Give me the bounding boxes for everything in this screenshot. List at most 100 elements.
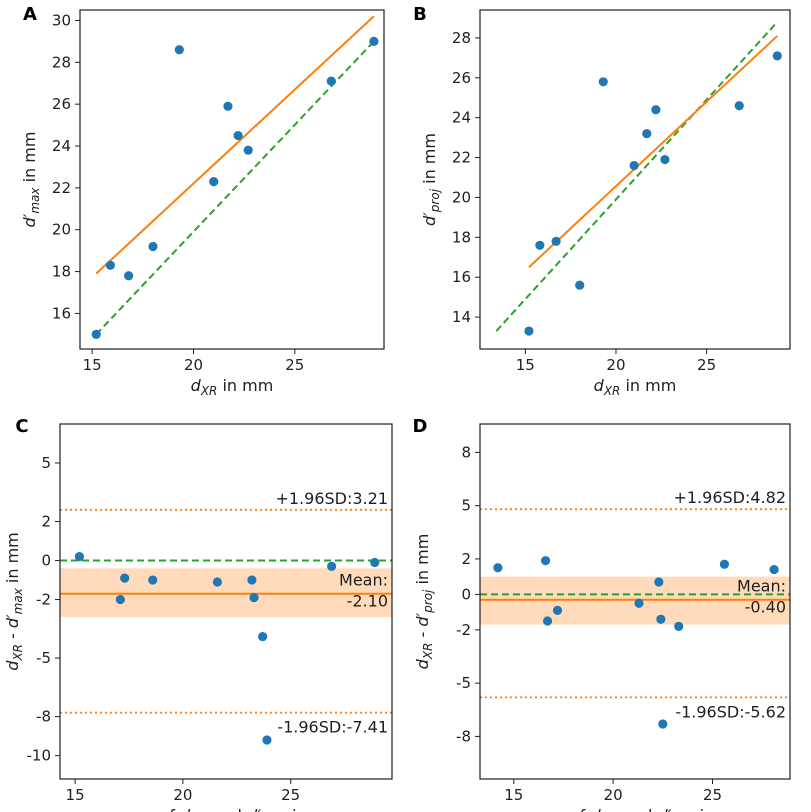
data-point — [575, 280, 585, 290]
data-point — [91, 329, 101, 339]
y-tick-label: 26 — [52, 95, 71, 113]
y-tick-label: 26 — [452, 69, 471, 87]
data-point — [148, 241, 158, 252]
y-tick-label: 14 — [452, 308, 471, 326]
data-point — [249, 592, 259, 603]
data-point — [674, 621, 684, 631]
data-point — [120, 573, 130, 583]
y-tick-label: 22 — [52, 179, 71, 197]
y-tick-label: 16 — [452, 268, 471, 286]
identity-line — [95, 40, 375, 336]
data-point — [369, 36, 379, 46]
y-axis-label: d′proj in mm — [420, 133, 442, 226]
x-tick-label: 25 — [281, 786, 300, 804]
x-tick-label: 25 — [703, 786, 722, 804]
data-point — [654, 577, 664, 587]
data-point — [262, 735, 272, 745]
data-point — [772, 51, 782, 61]
data-point — [719, 559, 730, 569]
mean-value-label: -0.40 — [745, 598, 786, 617]
y-tick-label: 2 — [461, 550, 471, 568]
x-tick-label: 25 — [697, 356, 716, 374]
lower-limit-label: -1.96SD:-7.41 — [277, 718, 388, 737]
y-tick-label: 20 — [52, 221, 71, 239]
plot-frame — [479, 423, 791, 780]
plot-content — [60, 508, 392, 745]
data-point — [598, 77, 608, 87]
y-tick-label: 30 — [52, 11, 71, 29]
data-point — [634, 598, 644, 608]
data-point — [124, 271, 134, 281]
y-axis-label: d′max in mm — [20, 132, 42, 228]
lower-limit-label: -1.96SD:-5.62 — [675, 702, 786, 721]
x-tick-label: 15 — [516, 356, 535, 374]
y-tick-label: 5 — [461, 497, 471, 515]
data-point — [542, 616, 553, 626]
regression-line — [528, 35, 778, 268]
data-point — [540, 556, 551, 566]
data-point — [105, 260, 115, 270]
data-point — [327, 561, 337, 571]
data-point — [74, 552, 85, 562]
plot-frame — [59, 423, 393, 780]
plot-content — [91, 15, 379, 339]
data-point — [660, 154, 670, 165]
y-axis-label: dXR - d′max in mm — [3, 532, 25, 671]
plot-frame — [79, 9, 385, 350]
y-tick-label: 28 — [52, 53, 71, 71]
plot-frame — [479, 9, 791, 350]
y-tick-label: 24 — [452, 109, 471, 127]
data-point — [642, 129, 652, 139]
y-tick-label: 22 — [452, 149, 471, 167]
x-axis-label: mean of dXR and d′max in mm — [109, 806, 343, 812]
data-point — [734, 101, 744, 111]
plot-content — [480, 508, 790, 729]
data-point — [243, 145, 253, 155]
mean-label: Mean: — [737, 577, 786, 596]
y-tick-label: 18 — [452, 228, 471, 246]
mean-value-label: -2.10 — [347, 592, 388, 611]
y-tick-label: 28 — [452, 29, 471, 47]
data-point — [148, 575, 158, 585]
y-axis-label: dXR - d′proj in mm — [413, 534, 435, 670]
y-tick-label: 8 — [461, 443, 471, 461]
y-tick-label: 18 — [52, 263, 71, 281]
data-point — [223, 101, 233, 111]
x-tick-label: 15 — [83, 356, 102, 374]
data-point — [524, 326, 534, 336]
data-point — [769, 564, 779, 575]
x-axis-label: mean of dXR and d′proj in mm — [520, 806, 751, 812]
regression-line — [95, 15, 375, 275]
x-axis-label: dXR in mm — [594, 376, 677, 398]
data-point — [247, 575, 257, 585]
mean-label: Mean: — [339, 571, 388, 590]
y-tick-label: 5 — [41, 454, 51, 472]
data-point — [629, 160, 639, 171]
y-tick-label: -2 — [456, 621, 471, 639]
data-point — [658, 719, 668, 729]
x-tick-label: 20 — [173, 786, 192, 804]
y-tick-label: -8 — [456, 727, 471, 745]
panel-b: B 15 20 25 14 16 18 20 22 24 26 28 dXR in mm d′proj i… — [413, 4, 791, 398]
data-point — [326, 76, 336, 86]
upper-limit-label: +1.96SD:4.82 — [673, 488, 786, 507]
y-tick-label: 24 — [52, 137, 71, 155]
y-tick-label: 20 — [452, 188, 471, 206]
data-point — [370, 557, 380, 568]
data-point — [174, 45, 184, 55]
data-point — [656, 614, 666, 624]
y-tick-label: -8 — [36, 708, 51, 726]
data-point — [233, 130, 243, 141]
x-tick-label: 25 — [285, 356, 304, 374]
y-tick-label: 0 — [461, 585, 471, 603]
data-point — [115, 594, 125, 605]
y-tick-label: -2 — [36, 591, 51, 609]
data-point — [493, 563, 503, 573]
data-point — [552, 605, 563, 615]
panel-label: B — [413, 4, 427, 25]
data-point — [258, 632, 268, 642]
panel-label: C — [15, 416, 28, 437]
